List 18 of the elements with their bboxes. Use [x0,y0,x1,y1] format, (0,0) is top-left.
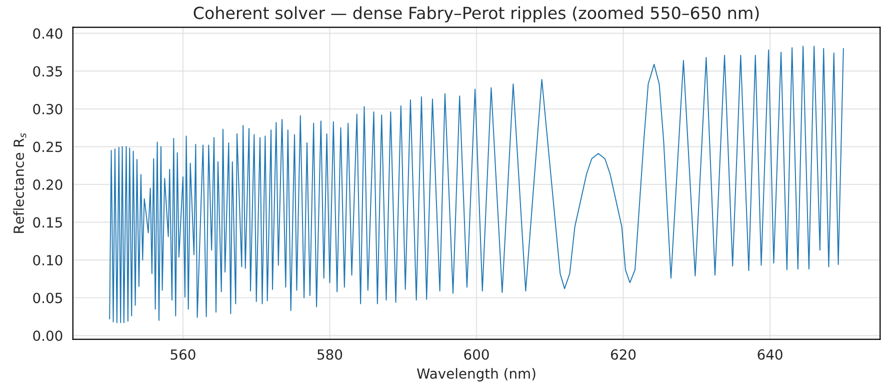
x-tick-label: 640 [758,349,782,360]
line-series [109,46,844,324]
y-tick-label: 0.15 [33,217,62,228]
x-tick-label: 620 [610,349,636,360]
y-tick-label: 0.40 [33,28,62,39]
y-tick-label: 0.25 [33,142,62,152]
y-tick-label: 0.05 [33,292,62,304]
x-axis-title: Wavelength (nm) [416,368,536,382]
x-tick-label: 580 [318,349,342,360]
y-tick-label: 0.20 [33,179,62,190]
y-tick-label: 0.30 [33,104,62,114]
y-tick-label: 0.00 [33,330,62,341]
x-tick-label: 600 [464,349,489,360]
y-tick-label: 0.35 [33,66,62,77]
y-tick-label: 0.10 [33,254,62,266]
y-axis-title: Reflectance R$_{s}$ [13,133,26,233]
chart-title: Coherent solver — dense Fabry–Perot ripples (zoomed 550–650 nm) [194,6,759,22]
x-tick-label: 560 [170,349,196,360]
